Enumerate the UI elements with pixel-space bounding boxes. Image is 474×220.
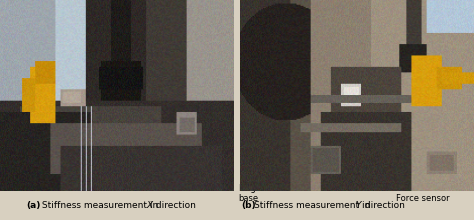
Text: Force sensor: Force sensor <box>47 74 101 103</box>
Text: (b): (b) <box>242 201 256 210</box>
Text: Y: Y <box>356 201 361 210</box>
Text: Force sensor: Force sensor <box>396 179 449 202</box>
Text: Displacement
sensor: Displacement sensor <box>73 131 131 175</box>
Text: X: X <box>146 201 152 210</box>
Text: Hydraulic jack: Hydraulic jack <box>358 40 418 62</box>
Text: direction: direction <box>362 201 404 210</box>
Text: Cardboard: Cardboard <box>254 11 298 36</box>
Text: Stiffness measurement in: Stiffness measurement in <box>39 201 161 210</box>
Text: Magnet
base: Magnet base <box>238 171 270 203</box>
Text: Hydraulic
jack: Hydraulic jack <box>1 61 41 93</box>
Text: direction: direction <box>153 201 195 210</box>
Text: Displacement
sensor: Displacement sensor <box>239 67 297 92</box>
Text: Milling cutter: Milling cutter <box>360 7 416 24</box>
Text: Stiffness measurement in: Stiffness measurement in <box>254 201 373 210</box>
Text: Milling cutter: Milling cutter <box>102 110 157 154</box>
Text: (a): (a) <box>26 201 40 210</box>
